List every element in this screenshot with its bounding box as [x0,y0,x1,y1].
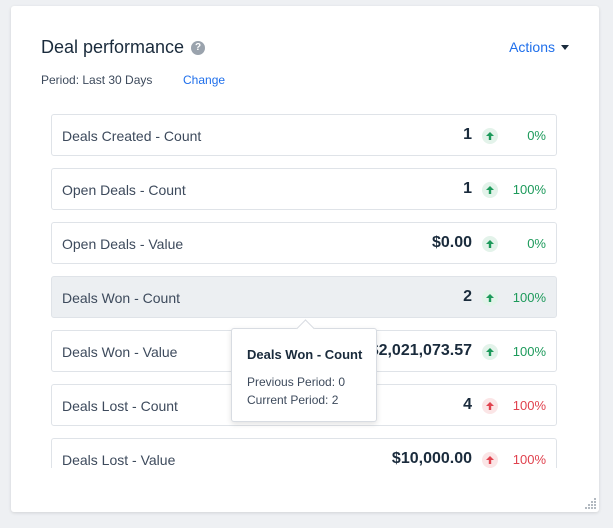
metric-percent: 0% [527,236,546,251]
metric-value: 1 [463,180,472,197]
metric-percent: 0% [527,128,546,143]
arrow-up-icon [482,182,498,198]
metric-label: Deals Lost - Count [62,398,178,414]
caret-down-icon[interactable] [561,44,569,50]
metric-row-open-deals-count[interactable]: Open Deals - Count 1 100% [51,168,557,210]
metric-percent: 100% [512,398,546,413]
metric-value: $2,021,073.57 [369,342,472,359]
metric-row-open-deals-value[interactable]: Open Deals - Value $0.00 0% [51,222,557,264]
arrow-up-icon [482,344,498,360]
metric-label: Deals Won - Count [62,290,181,306]
metric-percent: 100% [512,182,546,197]
metric-percent: 100% [512,344,546,359]
deal-performance-card: Deal performance ? Actions Period: Last … [11,6,599,512]
metrics-list[interactable]: Deals Created - Count 1 0% Open Deals - … [51,114,559,468]
metric-percent: 100% [512,452,546,467]
tooltip-title: Deals Won - Count [247,347,363,362]
change-period-link[interactable]: Change [183,73,226,87]
metric-percent: 100% [512,290,546,305]
arrow-up-icon [482,236,498,252]
period-label: Period: Last 30 Days [41,73,153,87]
metric-value: $10,000.00 [391,450,472,467]
card-title-text: Deal performance [41,37,185,57]
tooltip-previous-period: Previous Period: 0 [247,375,346,389]
metric-row-deals-created-count[interactable]: Deals Created - Count 1 0% [51,114,557,156]
metric-value: 2 [463,288,472,305]
arrow-up-icon [482,398,498,414]
metric-row-deals-lost-value[interactable]: Deals Lost - Value $10,000.00 100% [51,438,557,468]
metric-label: Deals Won - Value [62,344,178,360]
metric-value: 4 [463,396,472,413]
help-icon[interactable]: ? [191,40,206,55]
metric-tooltip: Deals Won - Count Previous Period: 0 Cur… [231,328,377,422]
metric-value: 1 [463,126,472,143]
resize-handle-icon[interactable] [583,496,597,510]
arrow-up-icon [482,452,498,468]
tooltip-current-period: Current Period: 2 [247,393,339,407]
metric-row-deals-won-count[interactable]: Deals Won - Count 2 100% [51,276,557,318]
metric-label: Deals Lost - Value [62,452,176,468]
metric-label: Open Deals - Value [62,236,184,252]
metric-label: Open Deals - Count [62,182,186,198]
card-title: Deal performance ? [41,37,206,58]
arrow-up-icon [482,128,498,144]
metric-value: $0.00 [431,234,472,251]
actions-label[interactable]: Actions [509,39,555,55]
arrow-up-icon [482,290,498,306]
metric-label: Deals Created - Count [62,128,202,144]
actions-dropdown[interactable]: Actions [509,39,569,55]
